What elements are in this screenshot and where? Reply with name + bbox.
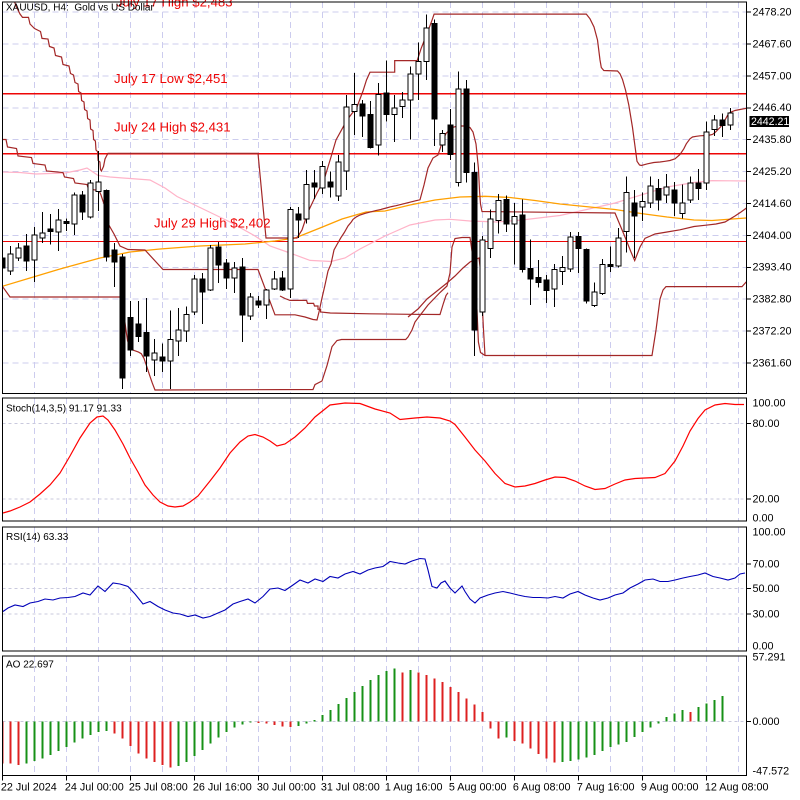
svg-text:July 17 Low $2,451: July 17 Low $2,451 [114,71,228,86]
svg-text:30.00: 30.00 [753,608,780,620]
svg-text:RSI(14) 63.33: RSI(14) 63.33 [6,532,69,543]
svg-text:80.00: 80.00 [753,418,780,430]
svg-text:9 Aug 00:00: 9 Aug 00:00 [641,781,699,793]
svg-text:2457.00: 2457.00 [753,70,792,82]
svg-text:2467.60: 2467.60 [753,38,792,50]
svg-text:2446.40: 2446.40 [753,102,792,114]
svg-text:2382.80: 2382.80 [753,294,792,306]
svg-text:July 17 High $2,483: July 17 High $2,483 [116,0,233,10]
svg-text:2393.40: 2393.40 [753,262,792,274]
svg-text:12 Aug 08:00: 12 Aug 08:00 [705,781,769,793]
svg-text:100.00: 100.00 [753,527,786,539]
svg-text:2372.20: 2372.20 [753,326,792,338]
svg-text:2478.20: 2478.20 [753,7,792,19]
svg-text:20.00: 20.00 [753,494,780,506]
svg-text:5 Aug 00:00: 5 Aug 00:00 [449,781,507,793]
svg-text:50.00: 50.00 [753,583,780,595]
svg-text:July 24 High $2,431: July 24 High $2,431 [114,120,231,135]
svg-text:-47.572: -47.572 [753,766,790,778]
svg-text:2414.60: 2414.60 [753,198,792,210]
svg-text:2442.21: 2442.21 [751,116,789,128]
svg-text:6 Aug 08:00: 6 Aug 08:00 [513,781,571,793]
svg-text:AO 22.697: AO 22.697 [6,660,54,671]
svg-text:0.000: 0.000 [753,716,780,728]
svg-text:22 Jul 2024: 22 Jul 2024 [1,781,57,793]
svg-text:July 29 High $2,402: July 29 High $2,402 [154,216,271,231]
svg-text:2404.00: 2404.00 [753,230,792,242]
svg-text:XAUUSD, H4: Gold vs US Dollar: XAUUSD, H4: Gold vs US Dollar [6,3,154,14]
svg-text:0.00: 0.00 [753,513,774,525]
svg-text:57.291: 57.291 [753,652,786,664]
svg-text:30 Jul 00:00: 30 Jul 00:00 [257,781,316,793]
svg-text:70.00: 70.00 [753,559,780,571]
svg-text:25 Jul 08:00: 25 Jul 08:00 [129,781,188,793]
svg-text:31 Jul 08:00: 31 Jul 08:00 [321,781,380,793]
svg-text:2361.60: 2361.60 [753,357,792,369]
svg-text:2425.20: 2425.20 [753,166,792,178]
svg-text:7 Aug 16:00: 7 Aug 16:00 [577,781,635,793]
svg-text:100.00: 100.00 [753,398,786,410]
svg-text:2435.80: 2435.80 [753,134,792,146]
svg-text:1 Aug 16:00: 1 Aug 16:00 [385,781,443,793]
svg-text:24 Jul 00:00: 24 Jul 00:00 [65,781,124,793]
svg-text:0.00: 0.00 [753,641,774,653]
svg-text:26 Jul 16:00: 26 Jul 16:00 [193,781,252,793]
svg-text:Stoch(14,3,5) 91.17 91.33: Stoch(14,3,5) 91.17 91.33 [6,404,122,415]
